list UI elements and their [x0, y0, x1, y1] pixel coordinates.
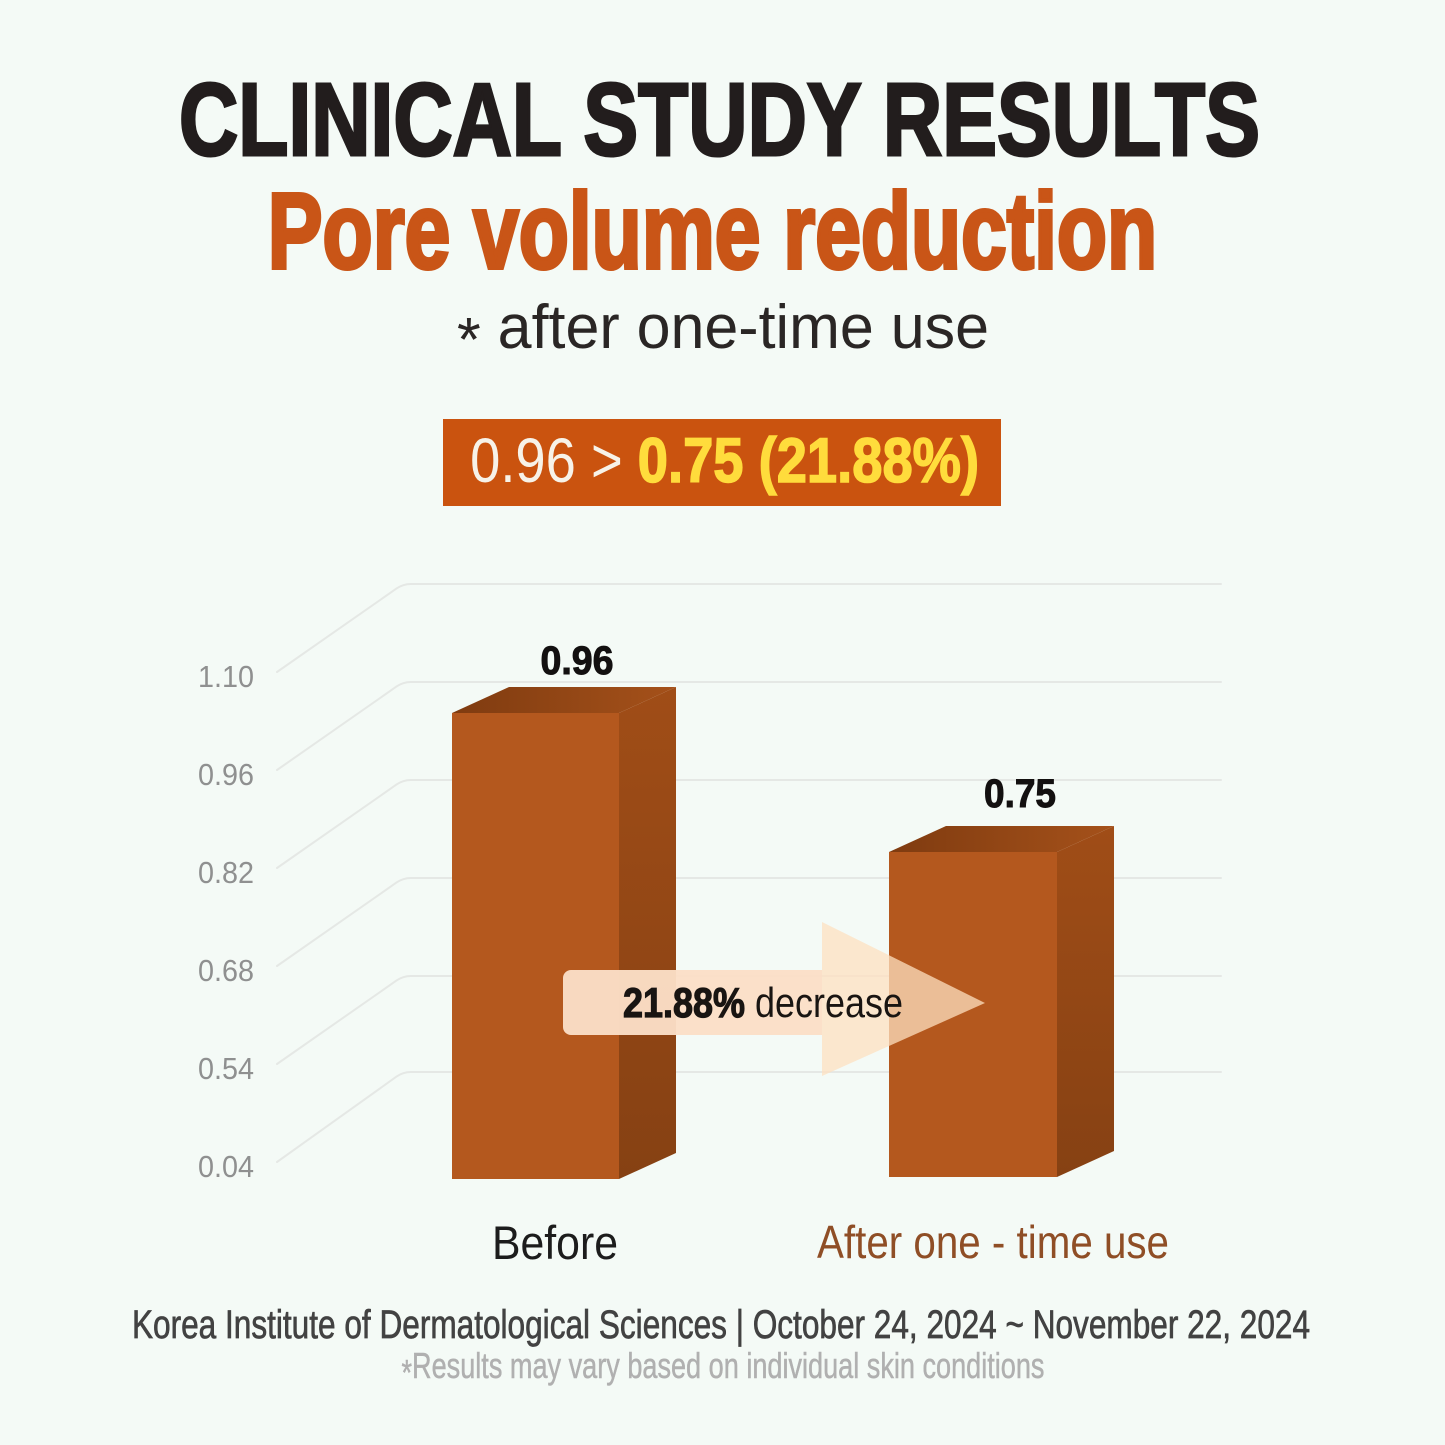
- svg-text:Before: Before: [492, 1216, 618, 1269]
- svg-text:0.75: 0.75: [984, 772, 1056, 816]
- svg-text:0.54: 0.54: [198, 1051, 254, 1086]
- svg-text:0.04: 0.04: [198, 1149, 254, 1184]
- svg-text:After one - time use: After one - time use: [817, 1216, 1169, 1268]
- svg-text:21.88% decrease: 21.88% decrease: [623, 979, 903, 1026]
- svg-text:0.68: 0.68: [198, 953, 254, 988]
- svg-text:0.96: 0.96: [198, 757, 254, 792]
- svg-text:0.82: 0.82: [198, 855, 254, 890]
- svg-text:1.10: 1.10: [198, 659, 254, 694]
- svg-text:0.96: 0.96: [541, 639, 614, 683]
